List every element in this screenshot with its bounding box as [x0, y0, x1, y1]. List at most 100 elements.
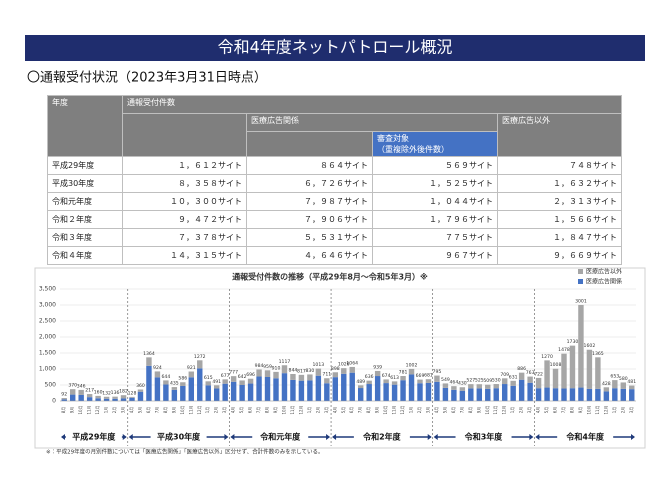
arrow-head — [224, 434, 229, 440]
bar-segment — [247, 383, 254, 401]
bar-segment — [69, 394, 76, 401]
x-tick-label: 2月 — [417, 407, 422, 414]
bar-total-label: 360 — [136, 383, 145, 389]
legend-swatch — [578, 269, 583, 274]
bar-total-label: 631 — [509, 374, 518, 380]
bar-total-label: 1026 — [338, 362, 350, 368]
bar-total-label: 644 — [161, 374, 170, 380]
y-tick-label: 500 — [45, 382, 57, 389]
bar-total-label: 984 — [255, 363, 264, 369]
bar-segment — [298, 374, 305, 381]
x-tick-label: 7月 — [358, 407, 363, 414]
bar-segment — [485, 384, 491, 389]
bar-total-label: 1272 — [194, 354, 206, 360]
bar-total-label: 128 — [128, 390, 137, 396]
x-tick-label: 12月 — [298, 405, 303, 414]
bar-segment — [315, 368, 322, 376]
bar-total-label: 709 — [500, 372, 509, 378]
table-cell: 平成29年度 — [47, 156, 123, 175]
x-tick-label: 12月 — [400, 405, 405, 414]
th-year: 年度 — [47, 95, 123, 157]
x-tick-label: 2月 — [519, 407, 524, 414]
bar-segment — [544, 360, 550, 388]
bar-total-label: 910 — [272, 365, 281, 371]
year-label-bg — [252, 431, 309, 443]
bar-total-label: 370 — [68, 383, 77, 389]
bar-segment — [374, 370, 381, 377]
year-label: 令和元年度 — [260, 432, 301, 442]
bar-segment — [154, 371, 161, 378]
table-cell: ７７５サイト — [372, 228, 498, 247]
x-tick-label: 3月 — [222, 407, 227, 414]
bar-segment — [459, 387, 466, 391]
x-tick-label: 5月 — [544, 407, 549, 414]
year-label-bg — [557, 431, 614, 443]
bar-segment — [629, 389, 635, 401]
bar-segment — [154, 377, 161, 401]
bar-segment — [307, 380, 313, 401]
table-cell: 令和４年度 — [47, 246, 123, 265]
bar-total-label: 491 — [212, 379, 221, 385]
bar-segment — [417, 379, 423, 384]
bar-segment — [103, 398, 110, 401]
bar-segment — [595, 388, 601, 401]
bar-segment — [163, 384, 169, 401]
bar-segment — [425, 379, 432, 383]
x-tick-label: 8月 — [163, 407, 168, 414]
bar-total-label: 580 — [619, 376, 628, 382]
table-cell: ９，４７２サイト — [122, 210, 247, 229]
x-tick-label: 9月 — [273, 407, 278, 414]
bar-total-label: 613 — [390, 375, 399, 381]
bar-segment — [230, 381, 237, 401]
x-tick-label: 1月 — [205, 407, 210, 414]
bar-segment — [451, 389, 457, 401]
bar-segment — [561, 388, 567, 401]
bar-segment — [510, 385, 516, 401]
y-tick-label: 2,000 — [39, 334, 56, 341]
bar-total-label: 1013 — [313, 362, 325, 368]
bar-segment — [391, 384, 398, 401]
x-tick-label: 8月 — [569, 407, 574, 414]
bar-segment — [459, 390, 466, 401]
bar-total-label: 428 — [602, 381, 611, 387]
x-tick-label: 7月 — [459, 407, 464, 414]
bar-segment — [527, 382, 533, 401]
x-tick-label: 9月 — [70, 407, 75, 414]
x-tick-label: 5月 — [442, 407, 447, 414]
table-row: 令和４年度 １４，３１５サイト ４，６４６サイト ９６７サイト ９，６６９サイト — [47, 246, 622, 265]
x-tick-label: 10月 — [485, 405, 490, 414]
bar-segment — [603, 387, 610, 392]
bar-total-label: 677 — [221, 373, 230, 379]
bar-segment — [120, 395, 127, 399]
table-cell: ８，３５８サイト — [122, 174, 247, 193]
table-cell: １，７９６サイト — [372, 210, 498, 229]
bar-segment — [552, 388, 559, 401]
y-tick-label: 1,000 — [39, 366, 56, 373]
bar-total-label: 921 — [187, 365, 196, 371]
bar-segment — [569, 345, 576, 389]
bar-segment — [86, 397, 93, 401]
x-tick-label: 11月 — [392, 405, 397, 414]
title-bar — [25, 35, 645, 61]
x-tick-label: 12月 — [95, 405, 100, 414]
bar-segment — [366, 380, 372, 385]
bar-segment — [442, 387, 449, 401]
bar-segment — [273, 378, 279, 401]
bar-total-label: 615 — [204, 375, 213, 381]
bar-total-label: 464 — [449, 380, 458, 386]
bar-total-label: 642 — [238, 374, 247, 380]
x-tick-label: 7月 — [561, 407, 566, 414]
bar-total-label: 586 — [178, 376, 187, 382]
x-tick-label: 8月 — [366, 407, 371, 414]
bar-segment — [332, 372, 339, 378]
y-tick-label: 3,500 — [39, 286, 56, 293]
bar-total-label: 681 — [424, 373, 433, 379]
bar-segment — [595, 357, 601, 389]
arrow-head — [61, 434, 65, 440]
chart-title: 通報受付件数の推移（平成29年8月～令和5年3月）※ — [232, 272, 428, 282]
table-cell: 令和２年度 — [47, 210, 123, 229]
arrow-head — [326, 434, 331, 440]
bar-total-label: 217 — [85, 388, 94, 394]
bar-total-label: 481 — [627, 379, 636, 385]
